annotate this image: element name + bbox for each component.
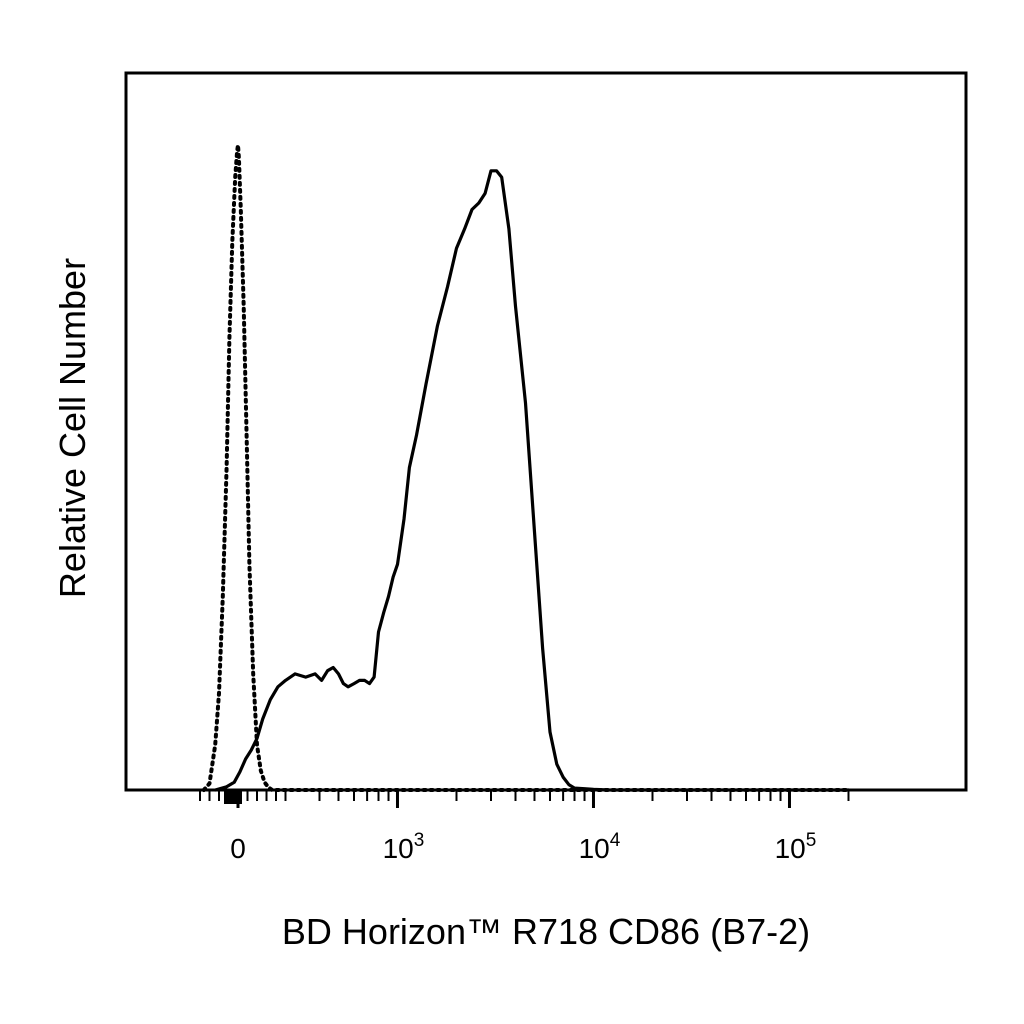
x-axis-ticks [199, 790, 850, 808]
stained-histogram-line [213, 169, 851, 792]
zero-cluster-mark [224, 790, 242, 804]
x-tick-labels: 0 103 104 105 [230, 830, 816, 864]
control-histogram-line [201, 143, 851, 792]
x-axis-title: BD Horizon™ R718 CD86 (B7-2) [282, 911, 810, 952]
x-tick-label: 0 [230, 833, 246, 864]
x-tick-label: 103 [383, 830, 425, 864]
y-axis-title: Relative Cell Number [52, 258, 93, 598]
x-tick-label: 105 [775, 830, 817, 864]
x-tick-label: 104 [579, 830, 621, 864]
series-layer [201, 143, 851, 792]
